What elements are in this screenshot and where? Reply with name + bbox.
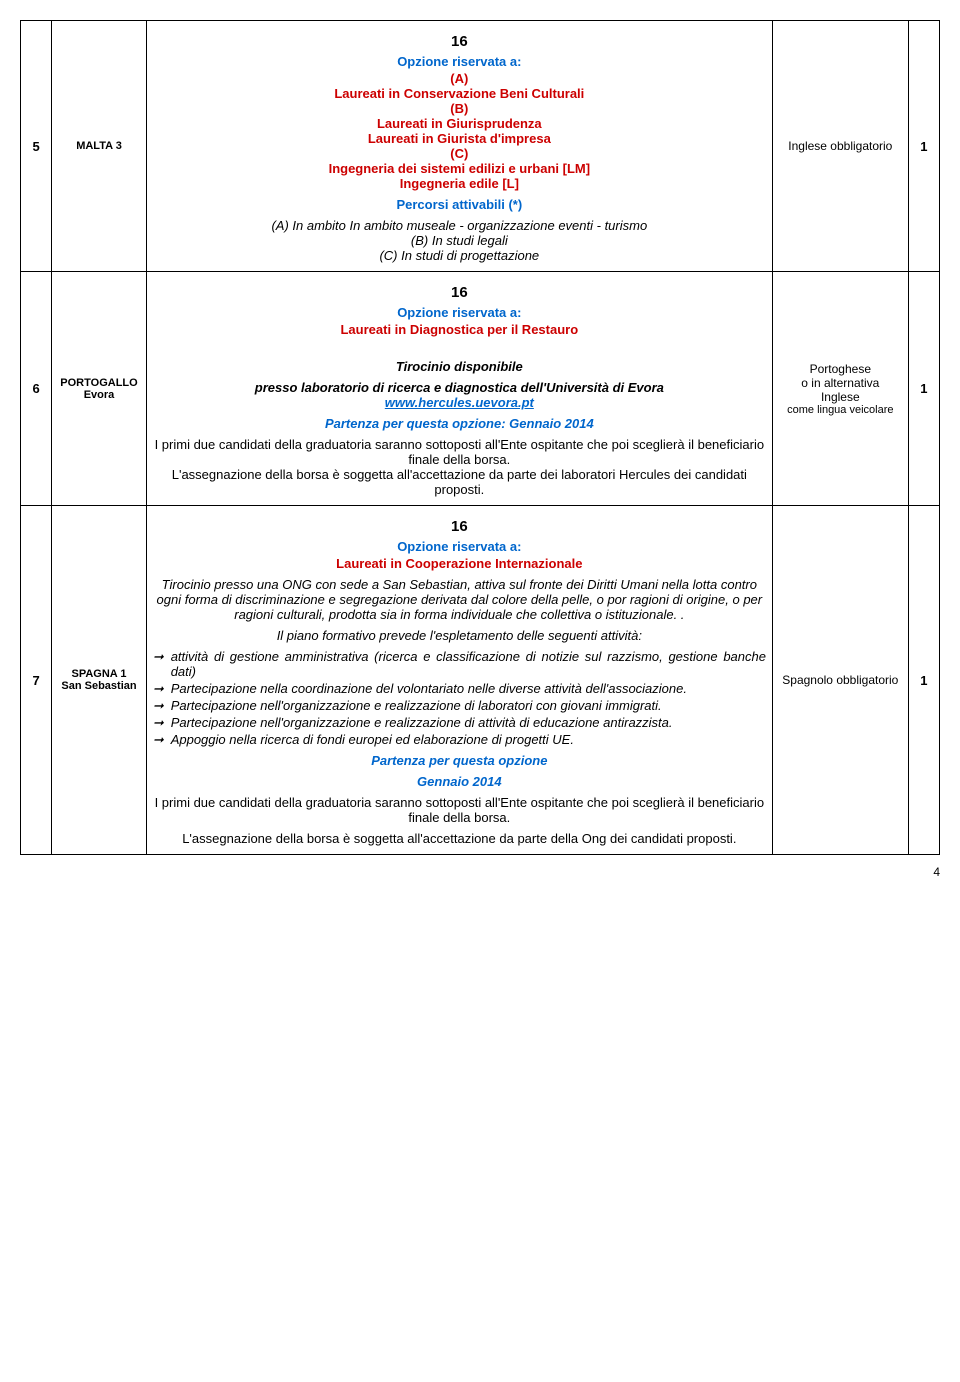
opportunities-table: 5 MALTA 3 16 Opzione riservata a: (A) La… [20, 20, 940, 855]
activities-list: attività di gestione amministrativa (ric… [153, 649, 766, 747]
row-index: 5 [21, 21, 52, 272]
option-label: Opzione riservata a: [153, 54, 766, 69]
row-requirement: Inglese obbligatorio [772, 21, 908, 272]
assignment-text: L'assegnazione della borsa è soggetta al… [153, 831, 766, 846]
list-item: Partecipazione nella coordinazione del v… [153, 681, 766, 696]
list-item: attività di gestione amministrativa (ric… [153, 649, 766, 679]
number-16: 16 [153, 518, 766, 535]
degree-line: Laureati in Diagnostica per il Restauro [153, 322, 766, 337]
group-c-text2: Ingegneria edile [L] [153, 176, 766, 191]
req-line: come lingua veicolare [779, 404, 902, 416]
loc-country: SPAGNA 1 [58, 668, 139, 680]
group-b-text2: Laureati in Giurista d'impresa [153, 131, 766, 146]
req-line: o in alternativa [779, 376, 902, 390]
presso-text: presso laboratorio di ricerca e diagnost… [153, 380, 766, 395]
departure-date: Gennaio 2014 [153, 774, 766, 789]
row-index: 7 [21, 506, 52, 855]
candidates-text: I primi due candidati della graduatoria … [153, 795, 766, 825]
row-requirement: Portoghese o in alternativa Inglese come… [772, 272, 908, 506]
row-location: PORTOGALLO Evora [52, 272, 146, 506]
number-16: 16 [153, 284, 766, 301]
university-link[interactable]: www.hercules.uevora.pt [385, 395, 534, 410]
tirocinio-desc: Tirocinio presso una ONG con sede a San … [153, 577, 766, 622]
piano-label: Il piano formativo prevede l'espletament… [153, 628, 766, 643]
group-a: (A) [153, 71, 766, 86]
candidates-text: I primi due candidati della graduatoria … [153, 437, 766, 467]
row-requirement: Spagnolo obbligatorio [772, 506, 908, 855]
list-item: Partecipazione nell'organizzazione e rea… [153, 698, 766, 713]
list-item: Partecipazione nell'organizzazione e rea… [153, 715, 766, 730]
departure-text: Partenza per questa opzione: Gennaio 201… [153, 416, 766, 431]
assignment-text: L'assegnazione della borsa è soggetta al… [153, 467, 766, 497]
row-location: SPAGNA 1 San Sebastian [52, 506, 146, 855]
tirocinio-label: Tirocinio disponibile [153, 359, 766, 374]
row-description: 16 Opzione riservata a: Laureati in Coop… [146, 506, 772, 855]
percorso-b: (B) In studi legali [153, 233, 766, 248]
percorso-a: (A) In ambito In ambito museale - organi… [153, 218, 766, 233]
row-description-top: 16 Opzione riservata a: Laureati in Diag… [146, 272, 772, 346]
group-c-text: Ingegneria dei sistemi edilizi e urbani … [153, 161, 766, 176]
loc-city: Evora [58, 389, 139, 401]
page-number: 4 [20, 865, 940, 879]
loc-country: PORTOGALLO [58, 377, 139, 389]
req-line: Portoghese [779, 362, 902, 376]
option-label: Opzione riservata a: [153, 305, 766, 320]
group-a-text: Laureati in Conservazione Beni Culturali [153, 86, 766, 101]
req-line: Inglese [779, 390, 902, 404]
row-index: 6 [21, 272, 52, 506]
percorsi-label: Percorsi attivabili (*) [153, 197, 766, 212]
option-label: Opzione riservata a: [153, 539, 766, 554]
loc-city: San Sebastian [58, 680, 139, 692]
table-row: 7 SPAGNA 1 San Sebastian 16 Opzione rise… [21, 506, 940, 855]
list-item: Appoggio nella ricerca di fondi europei … [153, 732, 766, 747]
number-16: 16 [153, 33, 766, 50]
row-location: MALTA 3 [52, 21, 146, 272]
departure-label: Partenza per questa opzione [153, 753, 766, 768]
row-description-bottom: Tirocinio disponibile presso laboratorio… [146, 345, 772, 506]
table-row: 6 PORTOGALLO Evora 16 Opzione riservata … [21, 272, 940, 346]
row-description: 16 Opzione riservata a: (A) Laureati in … [146, 21, 772, 272]
group-c: (C) [153, 146, 766, 161]
row-count: 1 [908, 21, 939, 272]
table-row: 5 MALTA 3 16 Opzione riservata a: (A) La… [21, 21, 940, 272]
row-count: 1 [908, 272, 939, 506]
degree-line: Laureati in Cooperazione Internazionale [153, 556, 766, 571]
row-count: 1 [908, 506, 939, 855]
percorso-c: (C) In studi di progettazione [153, 248, 766, 263]
group-b-text: Laureati in Giurisprudenza [153, 116, 766, 131]
group-b: (B) [153, 101, 766, 116]
